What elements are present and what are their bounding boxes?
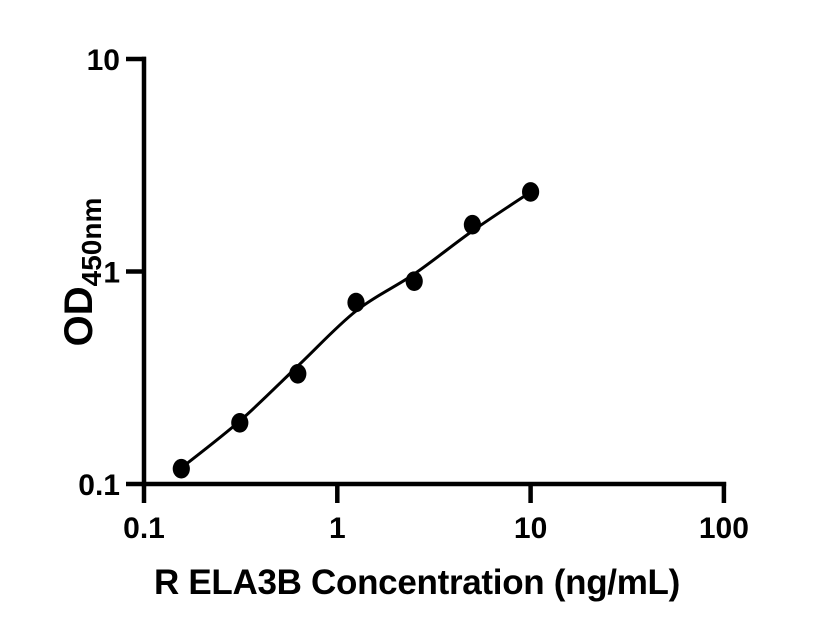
y-tick-label: 10	[87, 44, 120, 77]
y-axis-title-base: OD	[57, 286, 101, 346]
x-tick-label: 0.1	[123, 512, 165, 545]
x-tick-label: 10	[514, 512, 547, 545]
data-point	[172, 458, 190, 479]
x-tick-label: 1	[329, 512, 346, 545]
data-point	[347, 292, 365, 313]
data-point	[463, 214, 481, 235]
y-axis-title-subscript: 450nm	[76, 198, 107, 287]
y-tick-label: 0.1	[78, 469, 120, 502]
data-point	[405, 271, 423, 292]
data-point	[231, 413, 249, 433]
data-point	[522, 182, 540, 202]
x-axis-title: R ELA3B Concentration (ng/mL)	[154, 563, 680, 602]
y-axis-title: OD450nm	[57, 198, 107, 347]
y-tick-label: 1	[103, 257, 120, 290]
x-tick-label: 100	[699, 512, 749, 545]
plot-area: 0.1 1 10 100 0.1 1 10	[78, 44, 749, 545]
data-point	[289, 364, 307, 384]
